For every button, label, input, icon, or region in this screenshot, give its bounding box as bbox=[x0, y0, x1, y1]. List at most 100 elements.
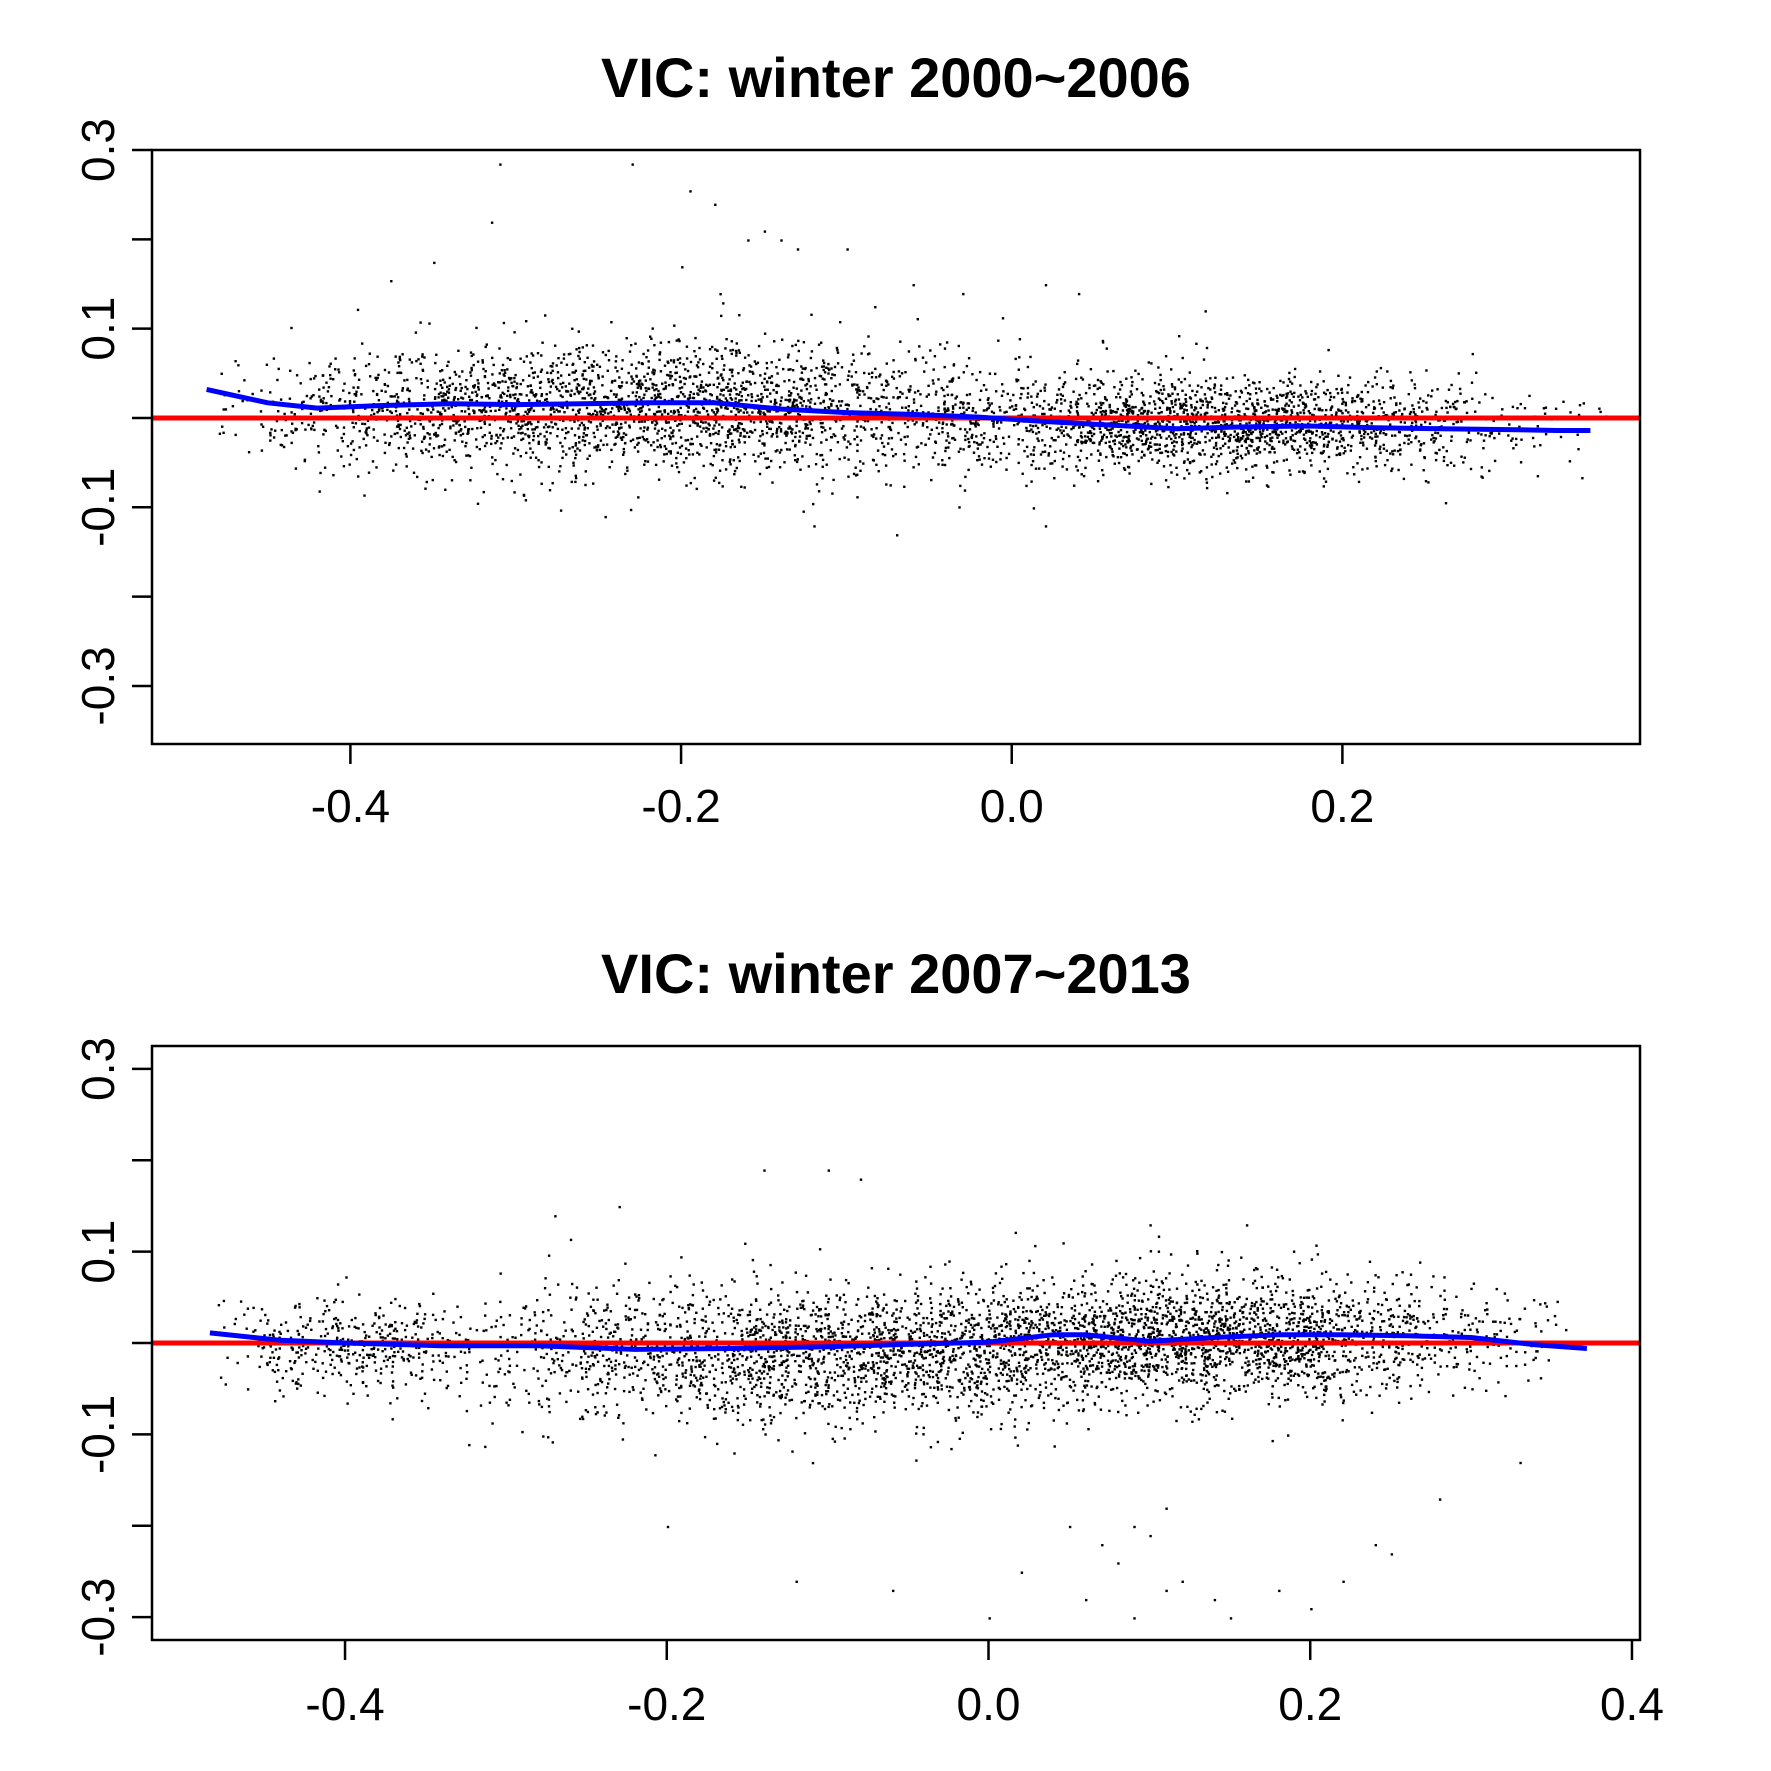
scatter-point bbox=[1391, 467, 1394, 470]
scatter-point bbox=[730, 398, 734, 401]
scatter-point bbox=[1142, 453, 1146, 457]
scatter-point bbox=[1037, 431, 1041, 434]
scatter-point bbox=[449, 425, 452, 428]
scatter-point bbox=[1188, 371, 1191, 374]
scatter-point bbox=[1121, 409, 1125, 412]
scatter-point bbox=[470, 398, 474, 402]
scatter-point bbox=[624, 421, 627, 424]
scatter-point bbox=[237, 364, 240, 367]
scatter-point bbox=[866, 419, 870, 423]
scatter-point bbox=[1077, 292, 1081, 296]
scatter-point bbox=[1425, 406, 1428, 410]
scatter-point bbox=[1032, 449, 1035, 452]
scatter-point bbox=[1225, 377, 1229, 380]
scatter-point bbox=[1159, 373, 1162, 377]
scatter-point bbox=[1021, 439, 1024, 442]
scatter-point bbox=[477, 385, 480, 389]
scatter-point bbox=[1431, 433, 1434, 437]
scatter-point bbox=[1076, 411, 1079, 415]
scatter-point bbox=[1111, 450, 1114, 453]
scatter-point bbox=[943, 408, 946, 411]
scatter-point bbox=[809, 422, 812, 426]
scatter-point bbox=[730, 371, 734, 374]
scatter-point bbox=[423, 356, 426, 359]
scatter-point bbox=[397, 423, 400, 426]
scatter-point bbox=[336, 426, 339, 429]
scatter-point bbox=[1091, 441, 1095, 445]
scatter-point bbox=[752, 372, 755, 375]
scatter-point bbox=[1032, 406, 1035, 409]
scatter-point bbox=[1097, 459, 1101, 462]
scatter-point bbox=[874, 376, 878, 379]
scatter-point bbox=[713, 424, 716, 427]
scatter-point bbox=[368, 352, 371, 355]
scatter-point bbox=[587, 366, 591, 369]
scatter-point bbox=[619, 436, 623, 440]
scatter-point bbox=[551, 426, 554, 429]
scatter-point bbox=[781, 1321, 784, 1325]
scatter-point bbox=[962, 1370, 965, 1374]
scatter-point bbox=[810, 369, 813, 372]
scatter-point bbox=[907, 405, 910, 408]
scatter-point bbox=[1299, 445, 1302, 448]
scatter-point bbox=[846, 1362, 849, 1365]
scatter-point bbox=[1061, 465, 1064, 468]
scatter-point bbox=[1450, 435, 1453, 438]
scatter-point bbox=[838, 400, 841, 403]
scatter-point bbox=[490, 437, 493, 440]
scatter-point bbox=[491, 462, 494, 466]
scatter-point bbox=[1268, 391, 1271, 394]
scatter-point bbox=[1273, 430, 1276, 434]
scatter-point bbox=[1403, 421, 1406, 424]
scatter-point bbox=[1017, 421, 1020, 424]
scatter-point bbox=[870, 376, 874, 379]
scatter-point bbox=[959, 484, 962, 488]
scatter-point bbox=[836, 362, 840, 365]
scatter-point bbox=[551, 362, 555, 365]
scatter-point bbox=[987, 1368, 990, 1371]
scatter-point bbox=[941, 431, 944, 434]
scatter-point bbox=[1196, 411, 1200, 414]
scatter-point bbox=[528, 374, 531, 377]
scatter-point bbox=[1159, 451, 1162, 455]
scatter-point bbox=[1092, 413, 1095, 416]
scatter-point bbox=[875, 463, 878, 466]
scatter-point bbox=[1422, 469, 1425, 472]
scatter-point bbox=[1238, 395, 1241, 399]
scatter-point bbox=[661, 427, 664, 430]
scatter-point bbox=[540, 461, 543, 464]
scatter-point bbox=[1090, 434, 1094, 438]
scatter-point bbox=[1265, 484, 1269, 487]
scatter-point bbox=[1255, 452, 1258, 455]
scatter-point bbox=[1346, 420, 1349, 423]
scatter-point bbox=[964, 475, 967, 479]
scatter-point bbox=[884, 464, 888, 467]
scatter-point bbox=[877, 1351, 880, 1355]
scatter-point bbox=[1248, 421, 1251, 424]
scatter-point bbox=[1408, 434, 1411, 437]
scatter-point bbox=[1082, 474, 1086, 478]
scatter-point bbox=[460, 396, 463, 399]
scatter-point bbox=[475, 1329, 479, 1332]
scatter-point bbox=[840, 1348, 844, 1352]
scatter-point bbox=[1215, 447, 1219, 451]
scatter-point bbox=[535, 399, 539, 402]
scatter-point bbox=[1125, 377, 1128, 380]
scatter-point bbox=[1112, 440, 1115, 443]
scatter-point bbox=[678, 375, 682, 379]
scatter-point bbox=[708, 365, 712, 368]
scatter-point bbox=[1322, 437, 1326, 440]
scatter-point bbox=[1086, 435, 1090, 439]
scatter-point bbox=[399, 358, 402, 362]
scatter-point bbox=[1188, 384, 1191, 387]
scatter-point bbox=[738, 1372, 741, 1375]
scatter-point bbox=[1156, 391, 1159, 394]
scatter-point bbox=[1205, 478, 1208, 481]
scatter-point bbox=[921, 424, 925, 427]
scatter-point bbox=[1399, 420, 1403, 424]
scatter-point bbox=[579, 390, 582, 393]
scatter-point bbox=[450, 405, 453, 409]
scatter-point bbox=[322, 433, 325, 436]
scatter-point bbox=[1255, 436, 1258, 440]
scatter-point bbox=[800, 378, 803, 381]
